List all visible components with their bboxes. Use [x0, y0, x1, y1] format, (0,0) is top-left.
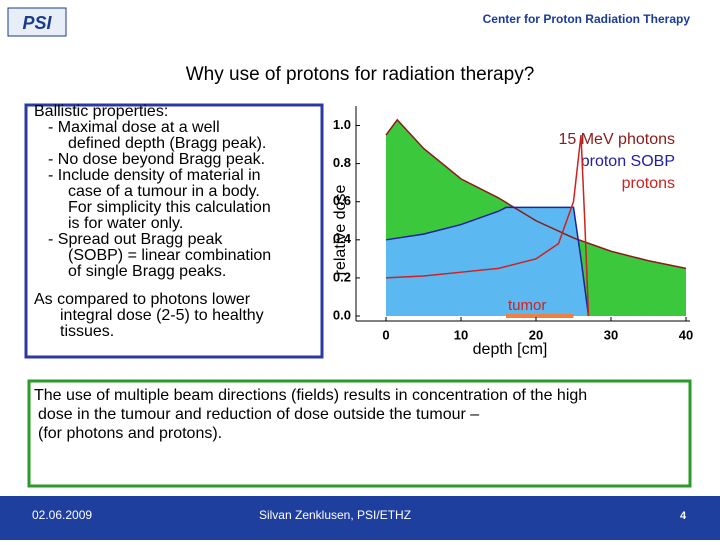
y-tick-label: 0.8: [333, 155, 351, 170]
x-tick-label: 30: [604, 327, 618, 342]
footer-bar: [0, 496, 720, 540]
y-axis-label: relative dose: [332, 185, 349, 276]
series-line: [385, 134, 590, 317]
footer-date: 02.06.2009: [32, 508, 92, 522]
footer-page: 4: [680, 510, 687, 522]
x-tick-label: 0: [382, 327, 389, 342]
bottom-box: [27, 379, 692, 488]
x-tick-label: 40: [679, 327, 693, 342]
y-tick-label: 1.0: [333, 117, 351, 132]
left-text: - Spread out Bragg peak: [48, 231, 223, 248]
area: [386, 207, 589, 316]
left-text: As compared to photons lower: [34, 291, 251, 308]
series-line: [385, 206, 590, 317]
left-text: of single Bragg peaks.: [68, 263, 226, 280]
footer-author: Silvan Zenklusen, PSI/ETHZ: [259, 508, 411, 522]
left-text: Ballistic properties:: [34, 103, 168, 120]
left-text: - Maximal dose at a well: [48, 119, 220, 136]
logo-box: [7, 7, 67, 37]
logo: PSI: [22, 13, 52, 33]
y-tick-label: 0.0: [333, 307, 351, 322]
left-text: (SOBP) = linear combination: [68, 247, 271, 264]
slide-title: Why use of protons for radiation therapy…: [186, 64, 535, 85]
bottom-text: (for photons and protons).: [38, 425, 222, 442]
header-text: Center for Proton Radiation Therapy: [483, 12, 691, 26]
left-text: integral dose (2-5) to healthy: [60, 307, 264, 324]
bottom-text: dose in the tumour and reduction of dose…: [38, 406, 479, 423]
y-tick-label: 0.2: [333, 269, 351, 284]
left-text: For simplicity this calculation: [68, 199, 271, 216]
x-axis-label: depth [cm]: [473, 341, 548, 358]
y-tick-label: 0.4: [333, 231, 352, 246]
annotation: tumor: [508, 297, 546, 314]
x-tick-label: 20: [529, 327, 543, 342]
left-box: [24, 103, 324, 359]
left-text: - No dose beyond Bragg peak.: [48, 151, 265, 168]
left-text: defined depth (Bragg peak).: [68, 135, 266, 152]
y-tick-label: 0.6: [333, 193, 351, 208]
series-line: [385, 118, 687, 270]
left-text: case of a tumour in a body.: [68, 183, 260, 200]
x-tick-label: 10: [454, 327, 468, 342]
legend-entry: proton SOBP: [581, 153, 675, 170]
left-text: - Include density of material in: [48, 167, 261, 184]
bottom-text: The use of multiple beam directions (fie…: [34, 387, 587, 404]
legend-entry: 15 MeV photons: [558, 131, 675, 148]
legend-entry: protons: [622, 175, 675, 192]
left-text: tissues.: [60, 323, 114, 340]
left-text: is for water only.: [68, 215, 183, 232]
